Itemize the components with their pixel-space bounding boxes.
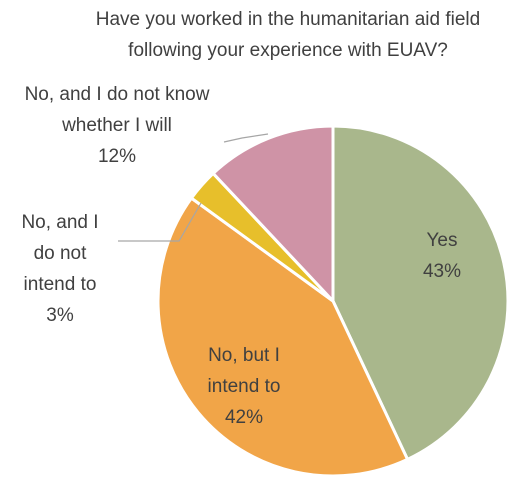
slice-no-but-intend-label: No, but I intend to 42% xyxy=(208,345,281,428)
slice-yes-label-line: 43% xyxy=(423,261,461,282)
slice-no-but-intend-label-line: 42% xyxy=(225,407,263,428)
slice-no-not-know-label-line: whether I will xyxy=(61,115,172,136)
chart-title: Have you worked in the humanitarian aid … xyxy=(96,9,480,61)
leader-lines xyxy=(118,133,269,242)
slice-no-not-intend-label: No, and I do not intend to 3% xyxy=(21,212,98,326)
slice-no-but-intend-label-line: No, but I xyxy=(208,345,280,366)
slice-labels: Yes 43% No, but I intend to 42% No, and I do n… xyxy=(21,84,461,428)
slice-no-not-know xyxy=(211,124,335,303)
slice-no-not-intend-label-line: 3% xyxy=(46,305,74,326)
leader-line-no-know xyxy=(223,133,269,143)
slice-no-not-know-label-line: 12% xyxy=(98,146,136,167)
chart-title-line-2: following your experience with EUAV? xyxy=(128,40,448,61)
slice-no-not-intend-label-line: intend to xyxy=(24,274,97,295)
leader-line-no-intend xyxy=(118,202,202,242)
slice-no-but-intend xyxy=(156,196,410,477)
chart-title-line-1: Have you worked in the humanitarian aid … xyxy=(96,9,480,30)
slice-yes-label-line: Yes xyxy=(427,230,458,251)
slice-no-not-know-label: No, and I do not know whether I will 12% xyxy=(25,84,210,167)
slice-no-not-intend-label-line: do not xyxy=(34,243,88,264)
slice-no-not-know-label-line: No, and I do not know xyxy=(25,84,210,105)
pie-slices xyxy=(156,124,510,477)
slice-no-but-intend-label-line: intend to xyxy=(208,376,281,397)
slice-yes-label: Yes 43% xyxy=(423,230,461,282)
slice-no-not-intend-label-line: No, and I xyxy=(21,212,98,233)
slice-yes xyxy=(331,124,510,461)
